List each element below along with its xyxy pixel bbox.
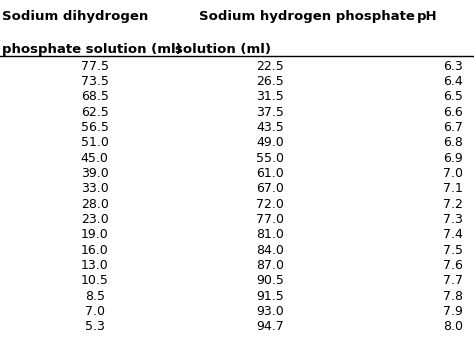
Text: 45.0: 45.0	[81, 152, 109, 165]
Text: 94.7: 94.7	[256, 320, 284, 334]
Text: 19.0: 19.0	[81, 228, 109, 241]
Text: 22.5: 22.5	[256, 59, 284, 72]
Text: 39.0: 39.0	[81, 167, 109, 180]
Text: 7.2: 7.2	[443, 198, 463, 210]
Text: 87.0: 87.0	[256, 259, 284, 272]
Text: 8.0: 8.0	[443, 320, 463, 334]
Text: 7.8: 7.8	[443, 290, 463, 303]
Text: 6.6: 6.6	[443, 105, 463, 119]
Text: 7.3: 7.3	[443, 213, 463, 226]
Text: 26.5: 26.5	[256, 75, 284, 88]
Text: 84.0: 84.0	[256, 244, 284, 257]
Text: 8.5: 8.5	[85, 290, 105, 303]
Text: 77.0: 77.0	[256, 213, 284, 226]
Text: 6.9: 6.9	[443, 152, 463, 165]
Text: 77.5: 77.5	[81, 59, 109, 72]
Text: 10.5: 10.5	[81, 274, 109, 287]
Text: 93.0: 93.0	[256, 305, 284, 318]
Text: 7.5: 7.5	[443, 244, 463, 257]
Text: 23.0: 23.0	[81, 213, 109, 226]
Text: 7.1: 7.1	[443, 182, 463, 195]
Text: 31.5: 31.5	[256, 90, 284, 103]
Text: phosphate solution (ml): phosphate solution (ml)	[2, 42, 182, 55]
Text: 7.0: 7.0	[443, 167, 463, 180]
Text: 28.0: 28.0	[81, 198, 109, 210]
Text: Sodium hydrogen phosphate: Sodium hydrogen phosphate	[199, 10, 415, 23]
Text: 33.0: 33.0	[81, 182, 109, 195]
Text: 6.3: 6.3	[443, 59, 463, 72]
Text: 6.7: 6.7	[443, 121, 463, 134]
Text: 91.5: 91.5	[256, 290, 284, 303]
Text: 7.0: 7.0	[85, 305, 105, 318]
Text: 6.5: 6.5	[443, 90, 463, 103]
Text: 6.8: 6.8	[443, 136, 463, 149]
Text: 7.6: 7.6	[443, 259, 463, 272]
Text: 56.5: 56.5	[81, 121, 109, 134]
Text: pH: pH	[417, 10, 438, 23]
Text: 13.0: 13.0	[81, 259, 109, 272]
Text: 73.5: 73.5	[81, 75, 109, 88]
Text: 7.9: 7.9	[443, 305, 463, 318]
Text: 61.0: 61.0	[256, 167, 284, 180]
Text: 5.3: 5.3	[85, 320, 105, 334]
Text: 67.0: 67.0	[256, 182, 284, 195]
Text: 7.7: 7.7	[443, 274, 463, 287]
Text: 90.5: 90.5	[256, 274, 284, 287]
Text: solution (ml): solution (ml)	[175, 42, 271, 55]
Text: 62.5: 62.5	[81, 105, 109, 119]
Text: 68.5: 68.5	[81, 90, 109, 103]
Text: 55.0: 55.0	[256, 152, 284, 165]
Text: 16.0: 16.0	[81, 244, 109, 257]
Text: Sodium dihydrogen: Sodium dihydrogen	[2, 10, 149, 23]
Text: 37.5: 37.5	[256, 105, 284, 119]
Text: 7.4: 7.4	[443, 228, 463, 241]
Text: 6.4: 6.4	[443, 75, 463, 88]
Text: 81.0: 81.0	[256, 228, 284, 241]
Text: 51.0: 51.0	[81, 136, 109, 149]
Text: 72.0: 72.0	[256, 198, 284, 210]
Text: 49.0: 49.0	[256, 136, 284, 149]
Text: 43.5: 43.5	[256, 121, 284, 134]
